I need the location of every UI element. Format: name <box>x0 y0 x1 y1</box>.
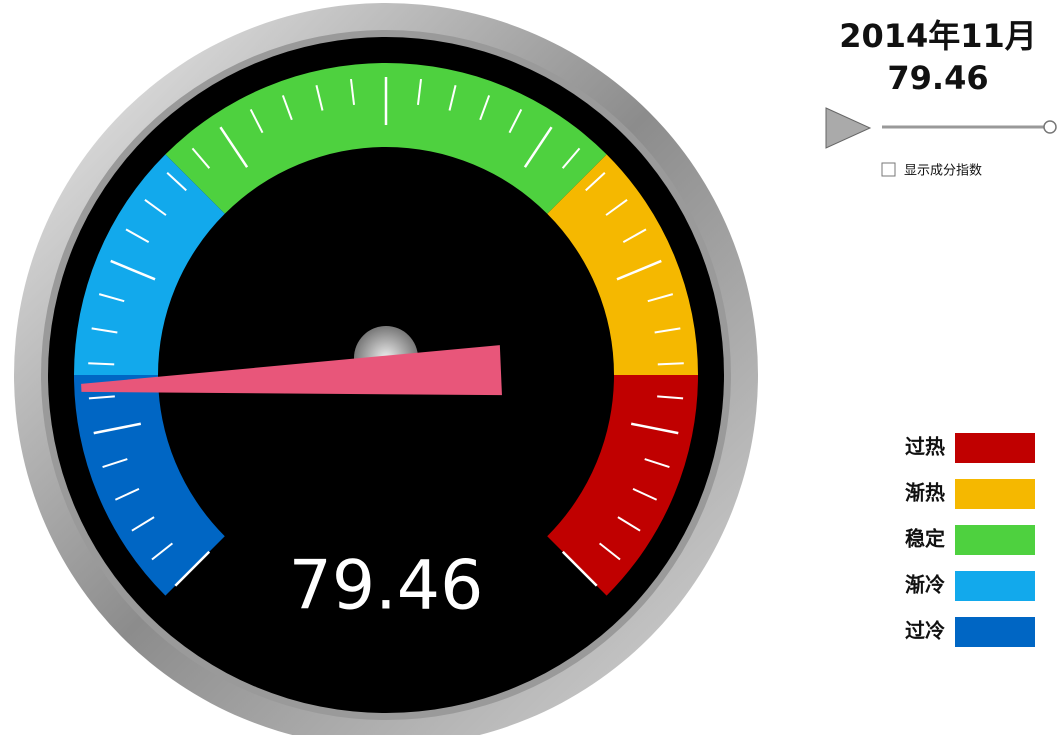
gauge-value: 79.46 <box>289 547 484 626</box>
legend-label: 过热 <box>905 435 945 459</box>
date-title: 2014年11月 <box>839 17 1037 55</box>
legend-swatch <box>955 525 1035 555</box>
legend-label: 渐冷 <box>905 573 945 597</box>
legend-swatch <box>955 571 1035 601</box>
legend-label: 稳定 <box>905 527 945 551</box>
gauge-chart: 79.46 2014年11月 79.46 显示成分指数 过热渐热稳定渐冷过冷 <box>0 0 1060 735</box>
legend-label: 渐热 <box>905 481 945 505</box>
gauge-tick-decor <box>88 363 114 364</box>
play-button[interactable] <box>826 108 870 148</box>
legend-swatch <box>955 479 1035 509</box>
legend-label: 过冷 <box>905 619 945 643</box>
slider-handle[interactable] <box>1044 121 1056 133</box>
checkbox-label[interactable]: 显示成分指数 <box>904 164 982 179</box>
value-display: 79.46 <box>887 59 988 97</box>
checkbox[interactable] <box>882 163 895 176</box>
legend-swatch <box>955 433 1035 463</box>
legend-swatch <box>955 617 1035 647</box>
gauge-tick-decor <box>658 363 684 364</box>
